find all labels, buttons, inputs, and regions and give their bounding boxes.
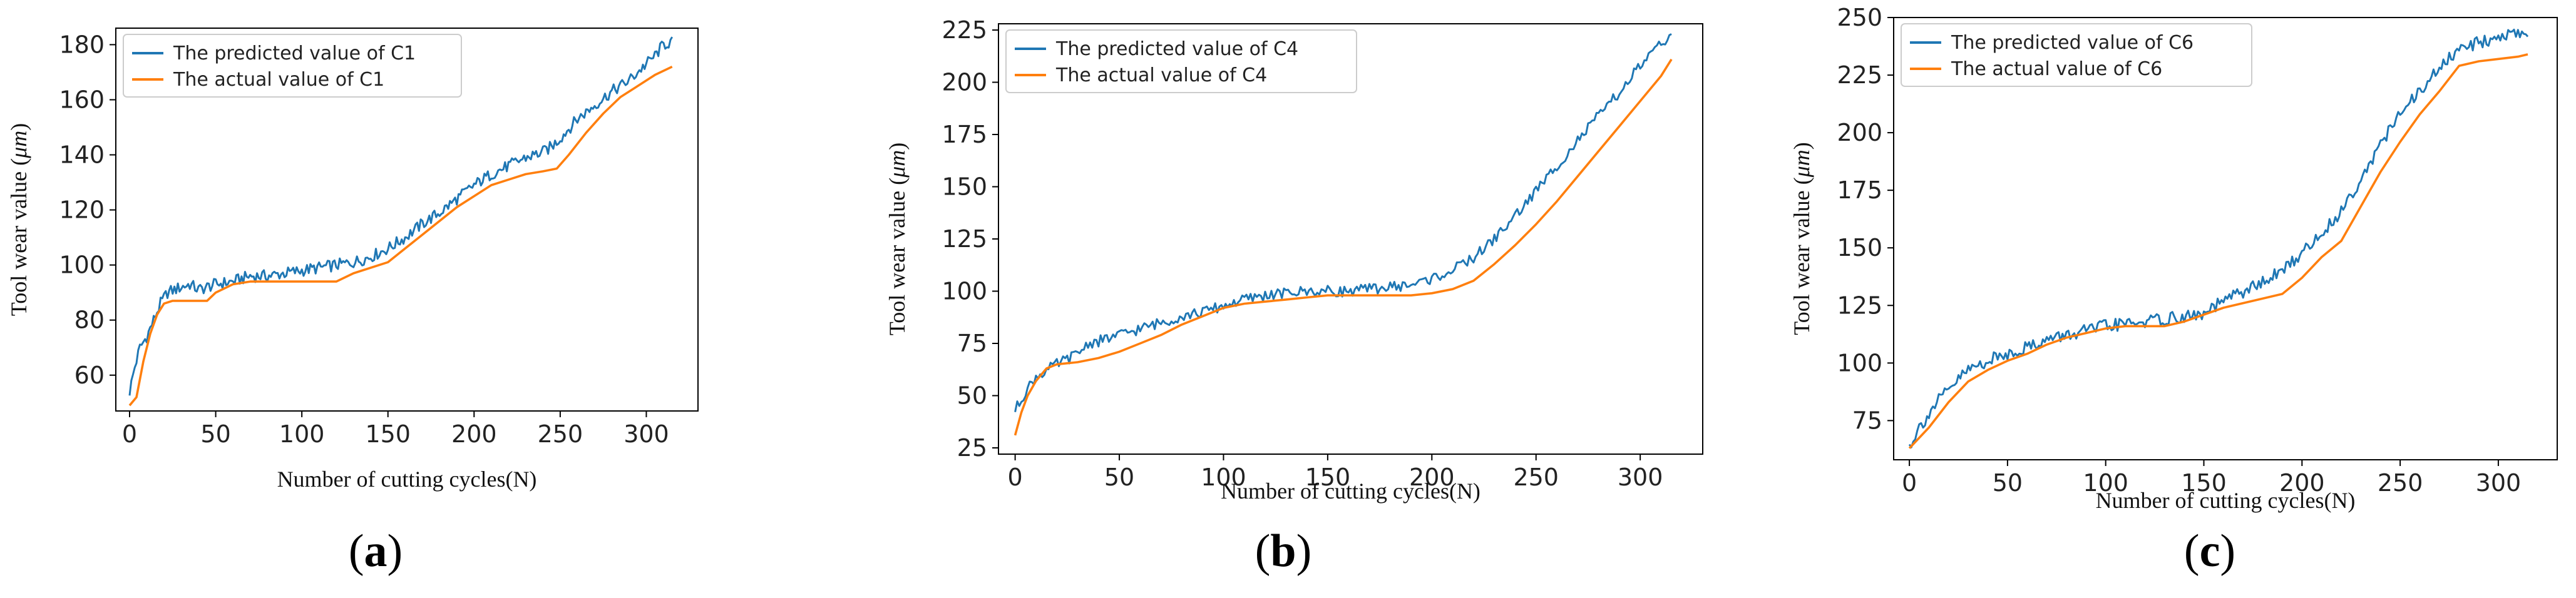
y-tick-label: 140	[59, 141, 105, 169]
y-tick-label: 100	[59, 251, 105, 279]
x-axis-label: Number of cutting cycles(N)	[277, 467, 537, 492]
y-tick-label: 150	[1837, 234, 1882, 261]
x-tick-label: 0	[1008, 464, 1023, 491]
y-axis-label: Tool wear value (μm)	[1789, 142, 1814, 335]
series-line-predicted	[1908, 28, 2529, 448]
y-tick-label: 125	[1837, 291, 1882, 319]
x-tick-label: 150	[1305, 464, 1351, 491]
legend-label: The actual value of C1	[173, 69, 384, 91]
y-tick-label: 75	[957, 330, 987, 357]
y-tick-label: 100	[942, 277, 987, 305]
panel-label: (a)	[349, 525, 403, 577]
y-tick-label: 25	[957, 434, 987, 462]
series-line-actual	[1013, 58, 1673, 436]
x-tick-label: 300	[1618, 464, 1663, 491]
x-tick-label: 200	[2279, 469, 2325, 497]
plot-area	[998, 23, 1703, 455]
x-tick-label: 250	[2378, 469, 2423, 497]
chart-panel-c: 0 50 100 150 200 250 300 75 100 125 150 175 200 225 25…	[1789, 4, 2558, 577]
series-line-actual	[128, 65, 673, 407]
y-tick-label: 225	[1837, 61, 1882, 89]
legend	[123, 34, 462, 98]
panel-label: (c)	[2184, 525, 2235, 577]
legend-label: The predicted value of C4	[1055, 38, 1298, 60]
x-tick-label: 50	[1993, 469, 2023, 497]
series-line-predicted	[128, 36, 674, 396]
y-tick-label: 125	[942, 225, 987, 253]
y-tick-label: 75	[1852, 407, 1882, 434]
x-tick-label: 150	[365, 420, 411, 448]
x-tick-label: 100	[279, 420, 325, 448]
x-axis-label: Number of cutting cycles(N)	[2096, 488, 2356, 513]
series-line-actual	[1908, 53, 2528, 449]
y-tick-label: 80	[74, 307, 105, 334]
y-tick-label: 180	[59, 31, 105, 58]
y-axis-label: Tool wear value (μm)	[6, 123, 31, 316]
x-tick-label: 50	[1104, 464, 1134, 491]
x-tick-label: 0	[122, 420, 137, 448]
legend-label: The actual value of C6	[1951, 58, 2162, 80]
panel-label: (b)	[1255, 525, 1311, 577]
x-tick-label: 0	[1902, 469, 1917, 497]
y-tick-label: 50	[957, 382, 987, 409]
chart-panel-a: 0 50 100 150 200 250 300 60 80 100 120 140 160 180 The…	[6, 28, 699, 577]
y-tick-label: 225	[942, 16, 987, 44]
plot-area	[1893, 17, 2558, 460]
legend-label: The predicted value of C6	[1951, 32, 2194, 54]
x-tick-label: 100	[1201, 464, 1246, 491]
y-tick-label: 250	[1837, 4, 1882, 31]
x-tick-label: 300	[623, 420, 669, 448]
x-tick-label: 200	[1409, 464, 1455, 491]
series-line-predicted	[1014, 33, 1672, 412]
y-tick-label: 160	[59, 86, 105, 113]
x-tick-label: 300	[2476, 469, 2522, 497]
y-tick-label: 60	[74, 362, 105, 389]
x-tick-label: 200	[451, 420, 497, 448]
y-tick-label: 120	[59, 196, 105, 224]
legend-label: The predicted value of C1	[173, 43, 416, 64]
x-axis-label: Number of cutting cycles(N)	[1221, 479, 1480, 504]
y-axis-label: Tool wear value (μm)	[885, 143, 910, 335]
y-tick-label: 200	[942, 69, 987, 96]
x-tick-label: 250	[1513, 464, 1559, 491]
x-tick-label: 50	[200, 420, 230, 448]
y-tick-label: 175	[942, 121, 987, 148]
x-tick-label: 150	[2181, 469, 2227, 497]
y-tick-label: 150	[942, 173, 987, 201]
y-tick-label: 175	[1837, 176, 1882, 204]
legend	[1005, 29, 1357, 93]
chart-panel-b: 0 50 100 150 200 250 300 25 50 75 100 125 150 175 200 2…	[885, 16, 1703, 577]
legend-label: The actual value of C4	[1055, 64, 1267, 86]
x-tick-label: 100	[2083, 469, 2128, 497]
legend	[1901, 23, 2252, 87]
y-tick-label: 200	[1837, 119, 1882, 146]
x-tick-label: 250	[538, 420, 583, 448]
y-tick-label: 100	[1837, 349, 1882, 377]
